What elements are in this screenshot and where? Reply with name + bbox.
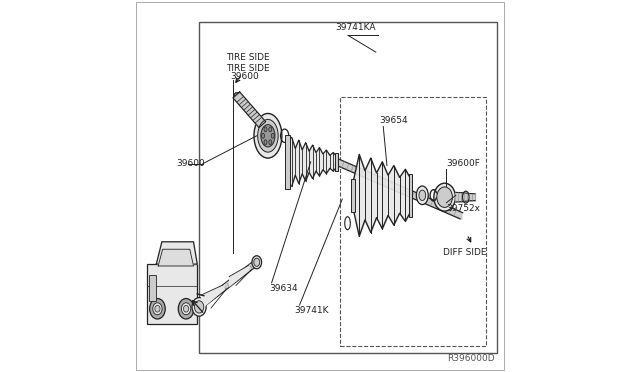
- Ellipse shape: [150, 298, 165, 319]
- Text: DIFF SIDE: DIFF SIDE: [444, 248, 487, 257]
- Bar: [340, 97, 486, 346]
- Text: 39741K: 39741K: [294, 306, 328, 315]
- Ellipse shape: [258, 119, 278, 152]
- Ellipse shape: [271, 134, 275, 138]
- Text: 39654: 39654: [380, 116, 408, 125]
- Text: R396000D: R396000D: [447, 354, 495, 363]
- Bar: [285, 135, 290, 189]
- Text: 39600: 39600: [231, 72, 259, 81]
- Bar: [335, 153, 338, 171]
- Ellipse shape: [264, 127, 267, 132]
- Ellipse shape: [155, 305, 160, 312]
- Polygon shape: [234, 93, 239, 97]
- Polygon shape: [158, 249, 193, 266]
- Ellipse shape: [269, 140, 272, 145]
- Polygon shape: [156, 242, 197, 264]
- Bar: [351, 179, 355, 212]
- Ellipse shape: [269, 127, 272, 132]
- Text: 39741KA: 39741KA: [335, 23, 376, 32]
- Ellipse shape: [252, 256, 262, 269]
- Ellipse shape: [261, 125, 275, 147]
- Ellipse shape: [437, 187, 452, 208]
- Text: TIRE SIDE: TIRE SIDE: [226, 53, 269, 62]
- Ellipse shape: [419, 190, 426, 201]
- Text: 39600F: 39600F: [447, 159, 481, 168]
- Ellipse shape: [192, 298, 206, 316]
- Text: 39634: 39634: [270, 284, 298, 293]
- Ellipse shape: [184, 305, 189, 312]
- Bar: [149, 275, 156, 301]
- Ellipse shape: [153, 303, 162, 315]
- Ellipse shape: [417, 186, 428, 205]
- Ellipse shape: [434, 183, 456, 211]
- Ellipse shape: [262, 134, 264, 138]
- Ellipse shape: [254, 113, 282, 158]
- Text: 39600: 39600: [177, 159, 205, 168]
- Bar: [199, 22, 497, 353]
- Bar: [147, 264, 197, 324]
- Ellipse shape: [254, 258, 260, 266]
- Ellipse shape: [181, 303, 191, 315]
- Text: TIRE SIDE: TIRE SIDE: [226, 64, 269, 73]
- Ellipse shape: [264, 140, 267, 145]
- Text: 39752x: 39752x: [447, 204, 481, 213]
- Ellipse shape: [179, 298, 194, 319]
- Ellipse shape: [195, 301, 204, 313]
- Polygon shape: [233, 92, 266, 128]
- Bar: [409, 174, 412, 217]
